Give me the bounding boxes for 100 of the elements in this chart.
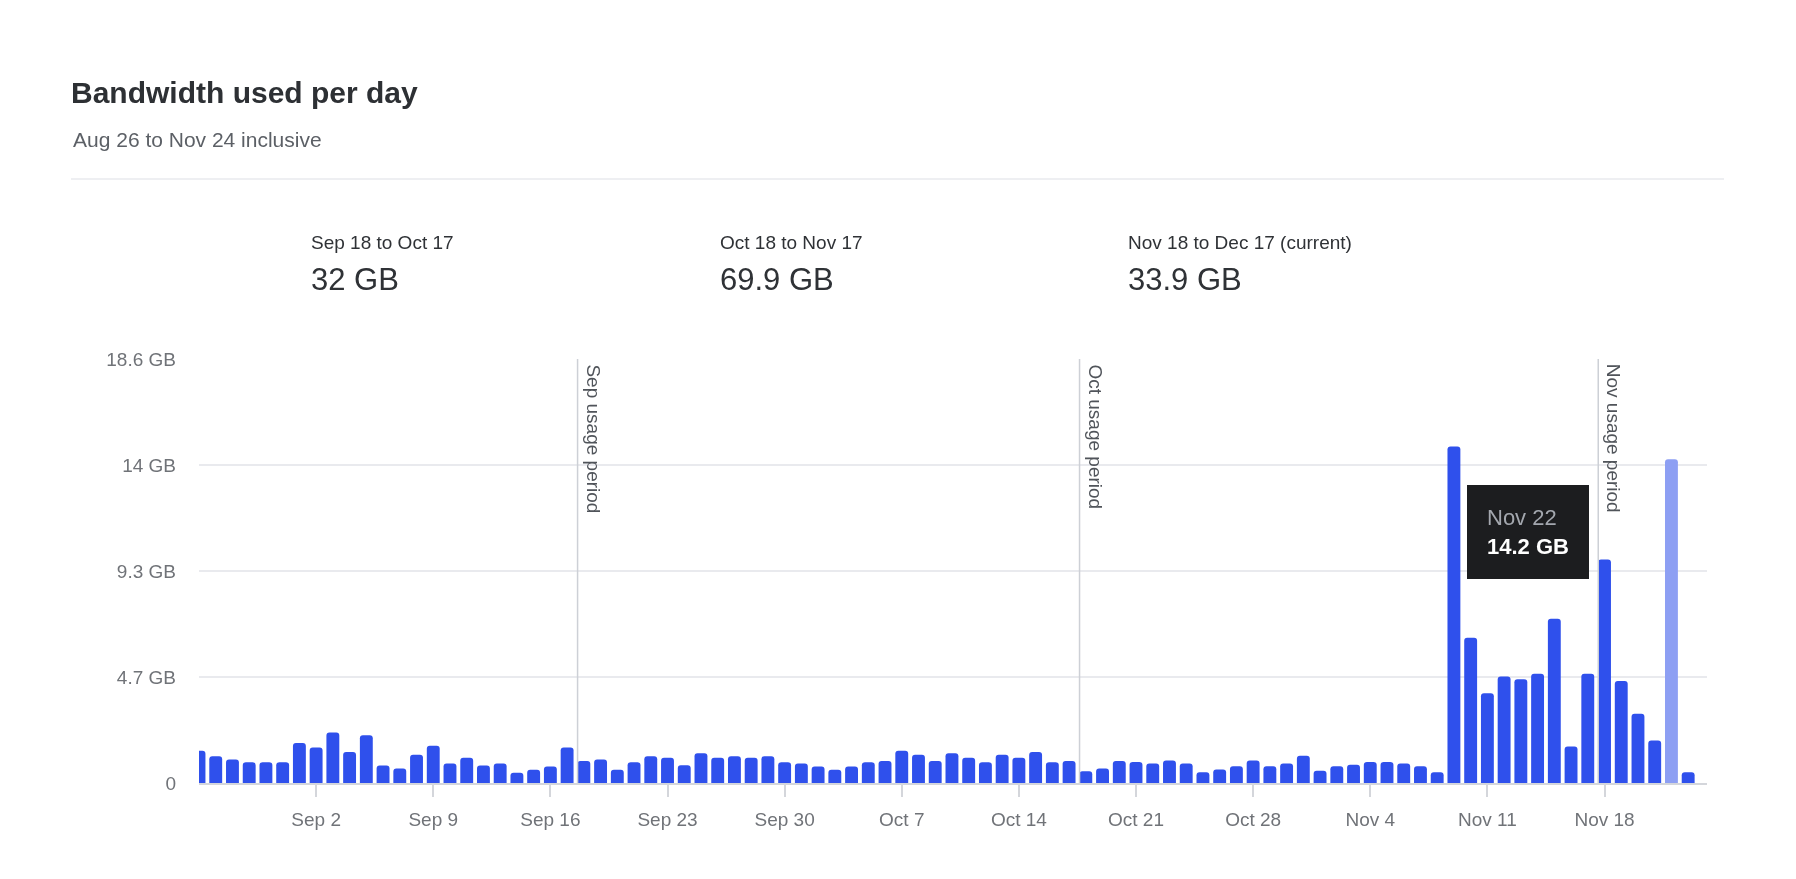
bar [1062,760,1076,783]
bar [1564,746,1578,783]
bar [761,756,775,783]
text: Nov 18 to Dec 17 (current) [1128,232,1352,253]
x-tick-label: Oct 21 [1108,808,1164,830]
bar [577,760,591,783]
x-tick-label: Sep 23 [637,808,698,830]
bar [828,769,842,783]
bar [744,757,758,783]
bar [1380,762,1394,783]
bar [209,756,223,783]
bar [610,769,624,783]
bar [962,757,976,783]
bar [1029,752,1043,783]
bar [1096,768,1109,783]
bar [1313,770,1327,783]
bar [1129,762,1143,783]
bar [1246,760,1260,783]
bar [1045,762,1059,783]
bar [493,763,507,783]
ref-line-label: Nov usage period [1603,363,1625,513]
bar [677,765,691,783]
bar [410,754,423,783]
bar [895,750,909,783]
bar [1648,740,1662,783]
bar [1012,757,1026,783]
x-tick-label: Sep 9 [408,808,459,830]
text: 32 GB [311,262,399,297]
bar [661,757,674,783]
bar [1514,679,1528,783]
x-tick-label: Oct 7 [879,808,925,830]
bar [226,759,239,783]
bar [309,747,323,783]
bar [1397,763,1411,783]
bar [1430,772,1444,783]
bar [326,732,340,783]
bar [1547,618,1561,783]
bar [259,762,273,783]
bar [1480,693,1494,783]
bar [644,756,658,783]
bar [1531,673,1545,783]
bar [376,765,390,783]
x-tick-label: Nov 11 [1457,808,1517,830]
bar [393,768,407,783]
text: 33.9 GB [1128,262,1242,297]
annotation: Nov 22 14.2 GB [1487,505,1569,559]
y-tick-label: 18.6 GB [106,348,176,370]
x-tick-label: Sep 2 [291,808,341,830]
bar [912,754,925,783]
y-tick-label: 14 GB [122,454,176,476]
bar [1296,755,1310,783]
bar [1497,676,1511,783]
bar [1280,763,1294,783]
bar [945,753,959,783]
y-tick-label: 9.3 GB [116,560,176,582]
bar [778,762,792,783]
bar [1196,772,1210,783]
text: Oct 18 to Nov 17 [720,232,863,253]
bar [1179,763,1193,783]
bar [1581,673,1595,783]
bar [794,763,808,783]
bar [1079,771,1093,783]
bar [878,760,892,783]
bar [811,766,825,783]
y-tick-label: 4.7 GB [116,666,176,688]
bar [1163,760,1176,783]
ref-line-label: Sep usage period [582,364,604,514]
bar [1363,762,1377,783]
bar [727,756,741,783]
bar [1681,772,1695,783]
bar [560,747,574,783]
bar [426,745,440,783]
x-tick-label: Nov 18 [1574,808,1635,830]
bar [978,762,992,783]
bar [1447,446,1461,783]
bar [928,760,942,783]
bar [242,762,256,783]
bar [276,762,290,783]
bar [711,757,725,783]
bar [1263,766,1277,783]
chart-title: Bandwidth used per day [71,75,419,109]
bar [527,769,541,783]
bar [861,762,875,783]
ref-line-label: Oct usage period [1084,364,1106,510]
x-tick-label: Oct 28 [1225,808,1282,830]
bar [510,772,524,783]
bar [845,766,858,783]
bar [1347,764,1360,783]
bar [1414,766,1427,783]
y-tick-label: 0 [165,772,176,794]
bar [1598,559,1611,783]
bar [627,762,641,783]
bar [443,763,457,783]
bar [460,757,474,783]
bar [594,759,608,783]
x-tick-label: Sep 30 [754,808,815,830]
x-tick-label: Nov 4 [1345,808,1396,830]
text: 69.9 GB [720,262,834,297]
bar [694,753,708,783]
bar [1146,763,1160,783]
